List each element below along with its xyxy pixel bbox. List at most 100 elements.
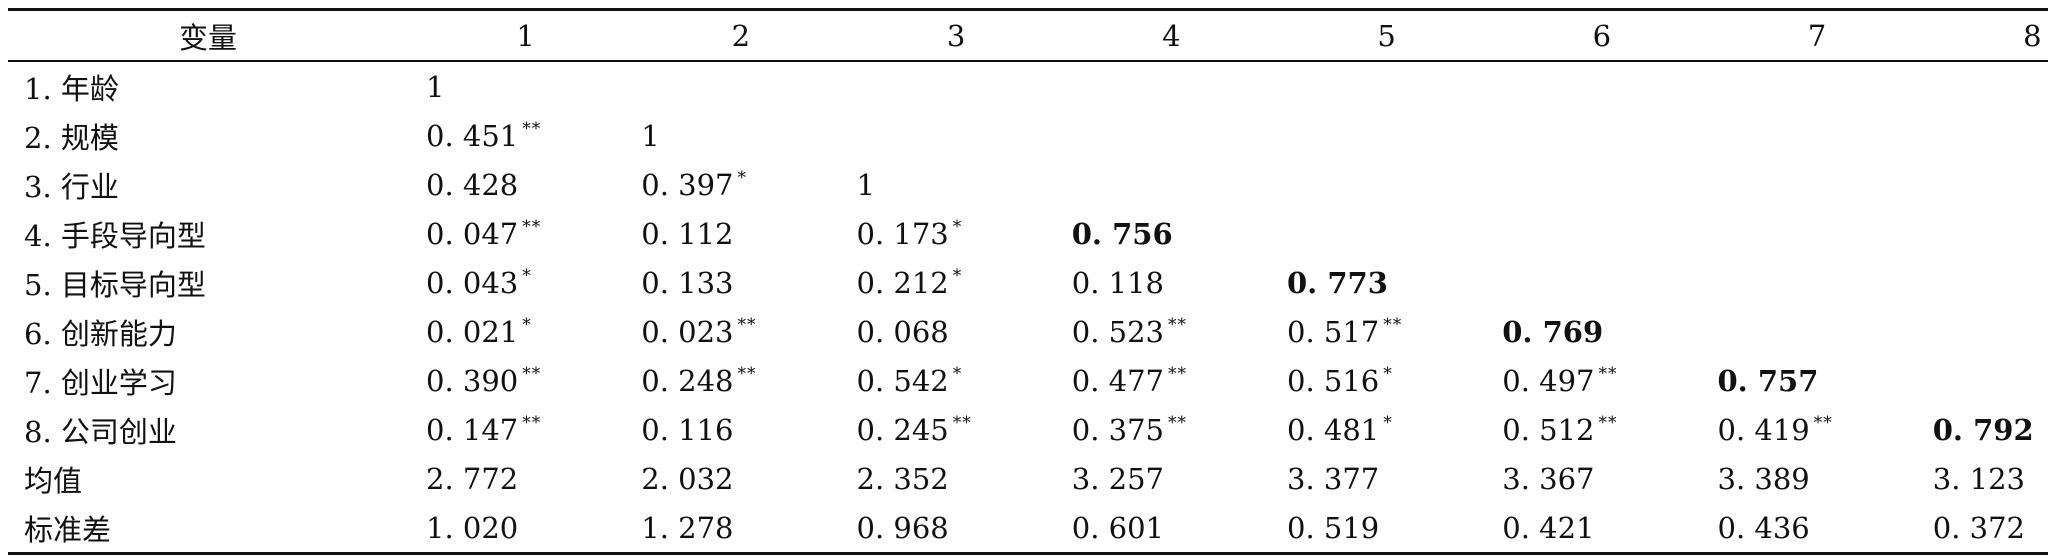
cell-value: 0. 523 xyxy=(1071,314,1164,349)
table-cell: 2. 032 xyxy=(633,454,848,503)
cell-content: 0. 421 xyxy=(1502,511,1594,545)
header-row: 变量 1 2 3 4 5 6 7 8 xyxy=(8,9,2048,61)
table-cell: 0. 523 ** xyxy=(1064,307,1279,356)
cell-content: 0. 116 xyxy=(641,413,733,447)
cell-content: 0. 397 * xyxy=(641,168,747,202)
cell-content: 2. 772 xyxy=(426,462,518,496)
cell-value: 0. 023 xyxy=(641,314,734,349)
table-cell xyxy=(1925,111,2048,160)
cell-value: 1 xyxy=(856,167,875,202)
cell-value: 0. 477 xyxy=(1071,363,1164,398)
row-label: 1. 年龄 xyxy=(24,71,119,106)
significance-marker: ** xyxy=(1168,363,1187,384)
table-cell: 0. 773 xyxy=(1279,258,1494,307)
table-cell: 0. 212 * xyxy=(849,258,1064,307)
table-row: 5. 目标导向型 0. 043 * 0. 133 0. 212 * 0. 118 0. 773 xyxy=(8,258,2048,307)
table-cell: 0. 375 ** xyxy=(1064,405,1279,454)
cell-value: 0. 372 xyxy=(1932,510,2025,545)
cell-content: 0. 147 ** xyxy=(426,413,541,447)
cell-content: 0. 021 * xyxy=(426,315,532,349)
significance-marker: * xyxy=(522,265,532,286)
cell-value: 0. 421 xyxy=(1502,510,1595,545)
table-cell: 0. 436 xyxy=(1710,503,1925,554)
table-cell: 0. 428 xyxy=(418,160,633,209)
header-col-6: 6 xyxy=(1592,18,1612,53)
table-cell: 0. 757 xyxy=(1710,356,1925,405)
cell-content: 0. 112 xyxy=(641,217,733,251)
table-cell: 0. 477 ** xyxy=(1064,356,1279,405)
header-col-3: 3 xyxy=(946,18,966,53)
table-cell xyxy=(1710,111,1925,160)
cell-content: 0. 968 xyxy=(857,511,949,545)
cell-content: 0. 523 ** xyxy=(1072,315,1187,349)
cell-value: 0. 021 xyxy=(426,314,519,349)
cell-value: 0. 516 xyxy=(1287,363,1380,398)
table-row: 均值 2. 772 2. 032 2. 352 3. 257 3. 377 3. 367 3.… xyxy=(8,454,2048,503)
table-cell: 0. 756 xyxy=(1064,209,1279,258)
cell-content: 0. 792 xyxy=(1933,413,2034,447)
table-row: 8. 公司创业 0. 147 ** 0. 116 0. 245 ** 0. 375 ** 0. … xyxy=(8,405,2048,454)
table-cell: 1. 278 xyxy=(633,503,848,554)
cell-value: 3. 367 xyxy=(1502,461,1595,496)
cell-content: 0. 542 * xyxy=(857,364,963,398)
cell-value: 3. 377 xyxy=(1287,461,1380,496)
cell-value: 0. 519 xyxy=(1287,510,1380,545)
row-label: 7. 创业学习 xyxy=(24,365,177,400)
table-cell xyxy=(1925,356,2048,405)
significance-marker: ** xyxy=(1383,314,1403,335)
table-cell: 0. 068 xyxy=(849,307,1064,356)
cell-content: 0. 173 * xyxy=(857,217,963,251)
significance-marker: * xyxy=(737,167,747,188)
table-cell: 0. 512 ** xyxy=(1494,405,1709,454)
cell-content: 0. 451 ** xyxy=(426,119,541,153)
table-cell: 0. 497 ** xyxy=(1494,356,1709,405)
cell-value: 2. 032 xyxy=(641,461,734,496)
cell-content: 3. 123 xyxy=(1933,462,2025,496)
table-cell xyxy=(1279,160,1494,209)
table-cell xyxy=(1494,209,1709,258)
significance-marker: ** xyxy=(1598,412,1618,433)
table-cell xyxy=(1494,258,1709,307)
cell-content: 3. 367 xyxy=(1502,462,1594,496)
row-label: 6. 创新能力 xyxy=(24,316,177,351)
significance-marker: * xyxy=(952,265,963,286)
cell-content: 0. 419 ** xyxy=(1718,413,1833,447)
cell-value: 0. 428 xyxy=(426,167,519,202)
cell-content: 1. 020 xyxy=(426,511,518,545)
cell-content: 0. 477 ** xyxy=(1072,364,1187,398)
cell-value: 0. 512 xyxy=(1502,412,1595,447)
table-cell: 2. 772 xyxy=(418,454,633,503)
table-cell: 0. 451 ** xyxy=(418,111,633,160)
cell-value: 0. 517 xyxy=(1287,314,1380,349)
cell-value: 0. 173 xyxy=(856,216,949,251)
table-cell: 0. 968 xyxy=(849,503,1064,554)
table-cell xyxy=(1279,111,1494,160)
significance-marker: * xyxy=(1383,363,1393,384)
significance-marker: ** xyxy=(737,363,757,384)
table-cell: 0. 792 xyxy=(1925,405,2048,454)
table-cell: 0. 116 xyxy=(633,405,848,454)
cell-value: 0. 451 xyxy=(426,118,519,153)
cell-value: 2. 772 xyxy=(426,461,519,496)
table-cell xyxy=(1925,307,2048,356)
table-cell: 0. 372 xyxy=(1925,503,2048,554)
table-cell xyxy=(1064,111,1279,160)
row-label: 标准差 xyxy=(24,512,112,547)
cell-value: 0. 773 xyxy=(1287,265,1388,300)
cell-content: 0. 512 ** xyxy=(1502,413,1617,447)
table-cell xyxy=(1494,160,1709,209)
table-row: 1. 年龄 1 xyxy=(8,61,2048,111)
row-label: 2. 规模 xyxy=(24,120,119,155)
cell-content: 2. 032 xyxy=(641,462,733,496)
correlation-table-container: 变量 1 2 3 4 5 6 7 8 1. 年龄 1 2. 规模 0. 451 ** 1 3. 行业 0. 4… xyxy=(8,8,2048,555)
header-variable: 变量 xyxy=(178,20,237,55)
cell-value: 0. 212 xyxy=(856,265,949,300)
table-cell: 0. 118 xyxy=(1064,258,1279,307)
cell-value: 0. 245 xyxy=(856,412,949,447)
cell-content: 0. 212 * xyxy=(857,266,963,300)
table-cell: 0. 419 ** xyxy=(1710,405,1925,454)
table-cell: 1 xyxy=(418,61,633,111)
cell-value: 0. 147 xyxy=(426,412,519,447)
significance-marker: ** xyxy=(522,216,542,237)
cell-value: 0. 757 xyxy=(1717,363,1819,398)
